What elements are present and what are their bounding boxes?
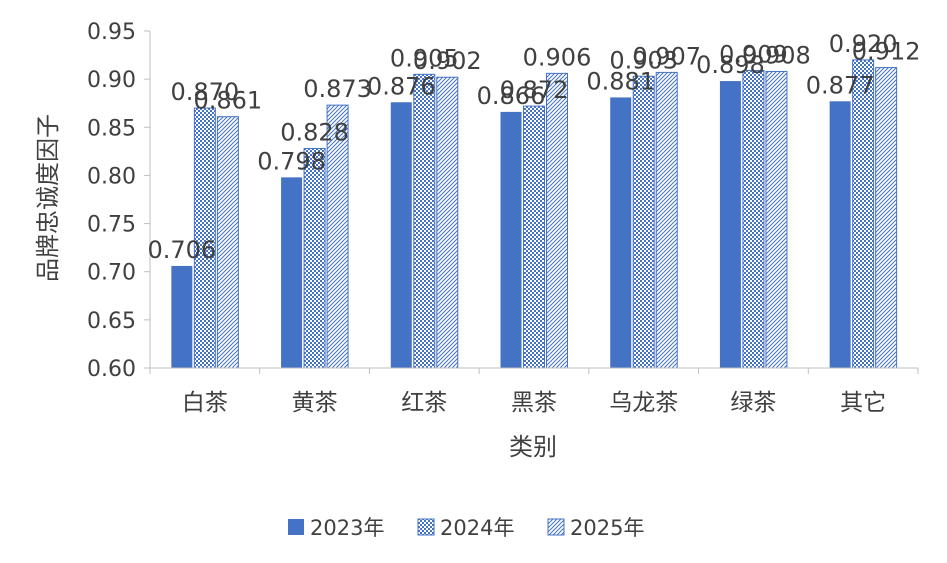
bar <box>742 69 765 369</box>
bar <box>436 76 459 369</box>
x-tick-label: 乌龙茶 <box>609 390 678 416</box>
data-label: 0.920 <box>829 30 898 58</box>
data-label: 0.828 <box>280 118 349 146</box>
bar <box>500 111 522 368</box>
data-labels-layer: 0.706 0.798 0.876 0.866 0.881 0.898 0.877 0.870… <box>147 30 920 264</box>
bar <box>829 101 851 368</box>
data-label: 0.898 <box>696 51 765 79</box>
legend: 2023年 2024年 2025年 <box>288 516 644 540</box>
y-tick-label: 0.95 <box>87 20 136 45</box>
data-label: 0.877 <box>806 71 875 99</box>
data-label: 0.905 <box>390 44 459 72</box>
axes-layer: 0.60 0.65 0.70 0.75 0.80 0.85 0.90 0.95 白茶 黄茶 红茶 黑茶… <box>87 20 919 416</box>
bar <box>523 105 545 369</box>
y-tick-label: 0.65 <box>87 309 136 334</box>
x-tick-label: 黄茶 <box>292 390 338 416</box>
x-tick-label: 红茶 <box>401 390 447 416</box>
data-label: 0.881 <box>586 67 655 95</box>
bar <box>632 75 655 369</box>
x-tick-label: 白茶 <box>182 390 228 416</box>
data-label: 0.907 <box>632 42 701 70</box>
bar <box>875 67 898 369</box>
data-label: 0.902 <box>413 47 482 75</box>
bar <box>390 102 412 368</box>
bar <box>303 147 326 369</box>
legend-swatch <box>288 519 304 535</box>
y-tick-label: 0.80 <box>87 164 136 189</box>
bar <box>171 265 193 368</box>
bar <box>546 72 568 369</box>
bar <box>281 177 303 368</box>
data-label: 0.908 <box>742 41 811 69</box>
data-label: 0.861 <box>193 87 262 115</box>
bar <box>719 81 741 368</box>
x-axis-title: 类别 <box>509 433 557 461</box>
data-label: 0.870 <box>170 78 239 106</box>
data-label: 0.866 <box>477 82 546 110</box>
x-tick-label: 黑茶 <box>511 390 557 416</box>
bar <box>216 116 239 369</box>
data-label: 0.872 <box>500 76 569 104</box>
bar <box>765 70 788 369</box>
y-tick-label: 0.75 <box>87 213 136 238</box>
bar <box>413 73 436 369</box>
y-tick-label: 0.85 <box>87 116 136 141</box>
y-tick-label: 0.60 <box>87 357 136 382</box>
data-label: 0.706 <box>147 236 216 264</box>
data-label: 0.906 <box>523 43 592 71</box>
x-tick-label: 其它 <box>840 390 886 416</box>
x-tick-label: 绿茶 <box>730 390 776 416</box>
legend-swatch <box>547 518 565 536</box>
legend-label: 2023年 <box>310 516 384 540</box>
legend-label: 2025年 <box>570 516 644 540</box>
y-tick-label: 0.90 <box>87 68 136 93</box>
data-label: 0.903 <box>609 46 678 74</box>
bar <box>852 59 875 369</box>
data-label: 0.873 <box>303 75 372 103</box>
legend-swatch <box>417 518 435 536</box>
bar <box>610 97 632 369</box>
data-label: 0.909 <box>719 40 788 68</box>
legend-label: 2024年 <box>440 516 514 540</box>
data-label: 0.798 <box>257 147 326 175</box>
y-axis-title: 品牌忠诚度因子 <box>34 114 62 282</box>
data-label: 0.876 <box>367 72 436 100</box>
bars-layer <box>171 59 898 369</box>
data-label: 0.912 <box>852 38 921 66</box>
y-tick-label: 0.70 <box>87 261 136 286</box>
bar <box>655 71 678 369</box>
